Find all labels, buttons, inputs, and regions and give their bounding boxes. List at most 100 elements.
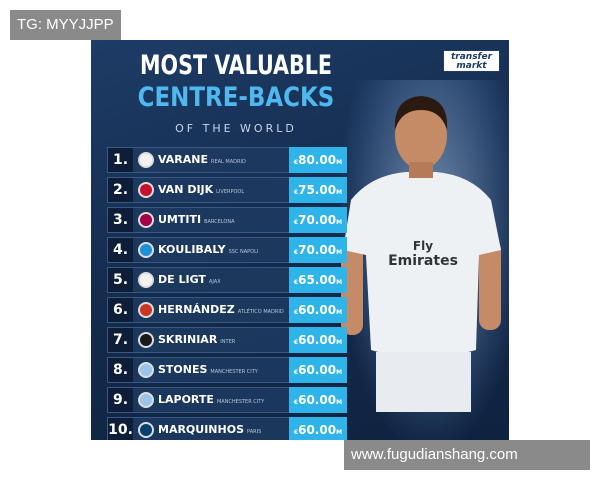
currency-suffix: M [336, 429, 343, 436]
player-name-text: DE LIGT [158, 273, 206, 286]
club-name: AJAX [208, 279, 221, 285]
ranking-row: 9. LAPORTE MANCHESTER CITY €60.00M [107, 387, 347, 413]
player-shorts [376, 352, 471, 412]
rank-number: 1. [108, 148, 133, 172]
currency-symbol: € [293, 399, 299, 406]
club-crest-icon [138, 212, 154, 228]
market-value: €60.00M [289, 297, 347, 323]
title-line-3: OF THE WORLD [175, 122, 297, 135]
player-name: KOULIBALY SSC NAPOLI [158, 243, 258, 256]
club-name: SSC NAPOLI [228, 249, 259, 255]
club-crest-icon [138, 302, 154, 318]
currency-suffix: M [336, 339, 343, 346]
market-value-amount: 70.00 [298, 213, 337, 227]
currency-suffix: M [336, 249, 343, 256]
currency-suffix: M [336, 309, 343, 316]
player-name: VARANE REAL MADRID [158, 153, 246, 166]
logo-line-1: transfer [450, 52, 493, 62]
rank-number: 9. [108, 388, 133, 412]
player-arm-right [479, 240, 501, 330]
jersey-sponsor-2: Emirates [388, 253, 458, 269]
player-name-text: MARQUINHOS [158, 423, 244, 436]
player-name: UMTITI BARCELONA [158, 213, 235, 226]
market-value-amount: 80.00 [298, 153, 337, 167]
player-name: LAPORTE MANCHESTER CITY [158, 393, 264, 406]
club-crest-icon [138, 272, 154, 288]
currency-suffix: M [336, 189, 343, 196]
currency-suffix: M [336, 279, 343, 286]
ranking-row: 3. UMTITI BARCELONA €70.00M [107, 207, 347, 233]
watermark-top: TG: MYYJJPP [10, 10, 121, 40]
player-head [395, 101, 447, 169]
currency-symbol: € [293, 369, 299, 376]
player-name-text: SKRINIAR [158, 333, 218, 346]
player-name-text: UMTITI [158, 213, 202, 226]
rank-number: 4. [108, 238, 133, 262]
currency-symbol: € [293, 309, 299, 316]
player-name: DE LIGT AJAX [158, 273, 221, 286]
player-name-text: STONES [158, 363, 208, 376]
rank-number: 3. [108, 208, 133, 232]
market-value-amount: 70.00 [298, 243, 337, 257]
club-crest-icon [138, 182, 154, 198]
market-value: €80.00M [289, 147, 347, 173]
watermark-bottom: www.fugudianshang.com [344, 440, 590, 470]
rank-number: 5. [108, 268, 133, 292]
club-crest-icon [138, 152, 154, 168]
club-name: MANCHESTER CITY [210, 369, 258, 375]
market-value-amount: 65.00 [298, 273, 337, 287]
currency-symbol: € [293, 189, 299, 196]
player-name-text: HERNÁNDEZ [158, 303, 235, 316]
club-name: BARCELONA [204, 219, 235, 225]
club-crest-icon [138, 362, 154, 378]
infographic-poster: MOST VALUABLE CENTRE-BACKS OF THE WORLD … [91, 40, 509, 440]
rank-number: 8. [108, 358, 133, 382]
club-crest-icon [138, 392, 154, 408]
currency-symbol: € [293, 279, 299, 286]
market-value-amount: 60.00 [298, 393, 337, 407]
market-value: €75.00M [289, 177, 347, 203]
ranking-row: 7. SKRINIAR INTER €60.00M [107, 327, 347, 353]
market-value: €60.00M [289, 327, 347, 353]
currency-suffix: M [336, 159, 343, 166]
ranking-row: 4. KOULIBALY SSC NAPOLI €70.00M [107, 237, 347, 263]
market-value-amount: 60.00 [298, 363, 337, 377]
title-line-2: CENTRE-BACKS [137, 82, 335, 113]
club-name: REAL MADRID [210, 159, 246, 165]
club-crest-icon [138, 422, 154, 438]
market-value-amount: 60.00 [298, 303, 337, 317]
market-value: €60.00M [289, 417, 347, 440]
player-hair [394, 96, 448, 130]
player-name-text: KOULIBALY [158, 243, 226, 256]
market-value: €70.00M [289, 237, 347, 263]
currency-suffix: M [336, 399, 343, 406]
market-value-amount: 60.00 [298, 333, 337, 347]
ranking-row: 2. VAN DIJK LIVERPOOL €75.00M [107, 177, 347, 203]
title-line-1: MOST VALUABLE [139, 50, 333, 81]
player-name: VAN DIJK LIVERPOOL [158, 183, 244, 196]
currency-symbol: € [293, 159, 299, 166]
ranking-row: 5. DE LIGT AJAX €65.00M [107, 267, 347, 293]
currency-symbol: € [293, 219, 299, 226]
player-name-text: VAN DIJK [158, 183, 214, 196]
club-crest-icon [138, 242, 154, 258]
ranking-row: 1. VARANE REAL MADRID €80.00M [107, 147, 347, 173]
player-neck [409, 162, 433, 178]
player-name-text: LAPORTE [158, 393, 214, 406]
market-value: €70.00M [289, 207, 347, 233]
currency-symbol: € [293, 339, 299, 346]
player-shirt [343, 172, 501, 358]
currency-symbol: € [293, 429, 299, 436]
club-name: LIVERPOOL [216, 189, 245, 195]
market-value: €60.00M [289, 387, 347, 413]
player-figure: Fly Emirates [341, 96, 501, 412]
market-value-amount: 60.00 [298, 423, 337, 437]
ranking-row: 8. STONES MANCHESTER CITY €60.00M [107, 357, 347, 383]
jersey-sponsor-1: Fly [413, 239, 433, 253]
market-value: €65.00M [289, 267, 347, 293]
transfermarkt-logo: transfer markt [443, 50, 500, 72]
player-name-text: VARANE [158, 153, 208, 166]
rank-number: 6. [108, 298, 133, 322]
rank-number: 7. [108, 328, 133, 352]
player-name: SKRINIAR INTER [158, 333, 235, 346]
